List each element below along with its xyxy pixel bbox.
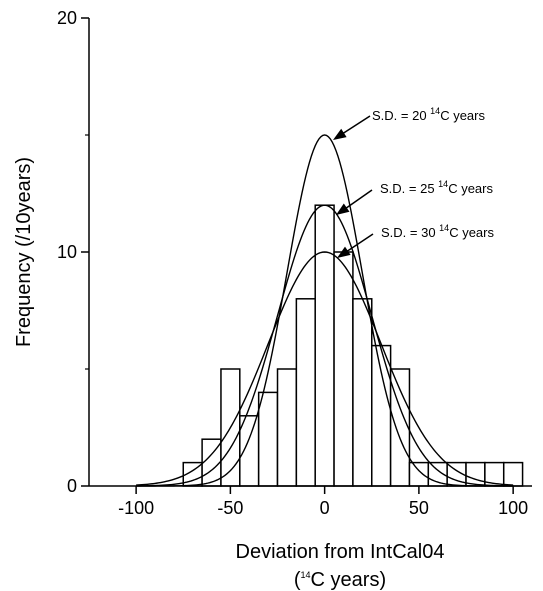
histogram-bars [182, 204, 524, 487]
histogram-bar [352, 298, 373, 487]
annotation-arrow-line [338, 115, 371, 137]
histogram-bar [239, 415, 260, 487]
annotation-arrow-head [337, 246, 351, 258]
x-tick-label: -100 [118, 498, 154, 518]
annotation-label-sd-20: S.D. = 20 14C years [372, 106, 485, 123]
x-tick-label: 0 [320, 498, 330, 518]
y-tick-label: 10 [57, 242, 77, 262]
annotations: S.D. = 20 14C years S.D. = 25 14C years S.… [333, 106, 494, 258]
y-axis-title: Frequency (/10years) [13, 157, 35, 347]
gaussian-curve-sd-30 [136, 251, 514, 486]
histogram-bar [502, 461, 524, 487]
annotation-arrow-head [336, 203, 350, 215]
annotation-label-sd-30: S.D. = 30 14C years [381, 223, 494, 240]
histogram-bar [465, 461, 486, 487]
x-axis-title-line1: Deviation from IntCal04 [236, 541, 445, 563]
y-tick-label: 0 [67, 476, 77, 496]
annotation-label-sd-25: S.D. = 25 14C years [380, 179, 493, 196]
gaussian-curve-sd-20 [136, 134, 514, 487]
gaussian-curves [136, 134, 514, 487]
annotation-arrow-head [333, 128, 347, 140]
histogram-bar [389, 368, 411, 487]
annotation-arrow-line [342, 233, 374, 255]
histogram-bar [371, 344, 392, 487]
histogram-bar [276, 368, 298, 487]
histogram-bar [408, 461, 430, 487]
x-tick-label: -50 [217, 498, 243, 518]
axis-ticks: -100 -50 0 50 100 0 10 20 [57, 8, 528, 518]
histogram-bar [257, 391, 279, 487]
histogram-bar [314, 204, 335, 487]
x-tick-label: 100 [498, 498, 528, 518]
x-tick-label: 50 [409, 498, 429, 518]
x-axis-title-line2: (14C years) [294, 569, 386, 591]
histogram-bar [295, 298, 316, 487]
gaussian-curve-sd-25 [136, 204, 514, 487]
histogram-bar [333, 251, 354, 487]
y-tick-label: 20 [57, 8, 77, 28]
annotation-arrow-line [341, 189, 373, 212]
